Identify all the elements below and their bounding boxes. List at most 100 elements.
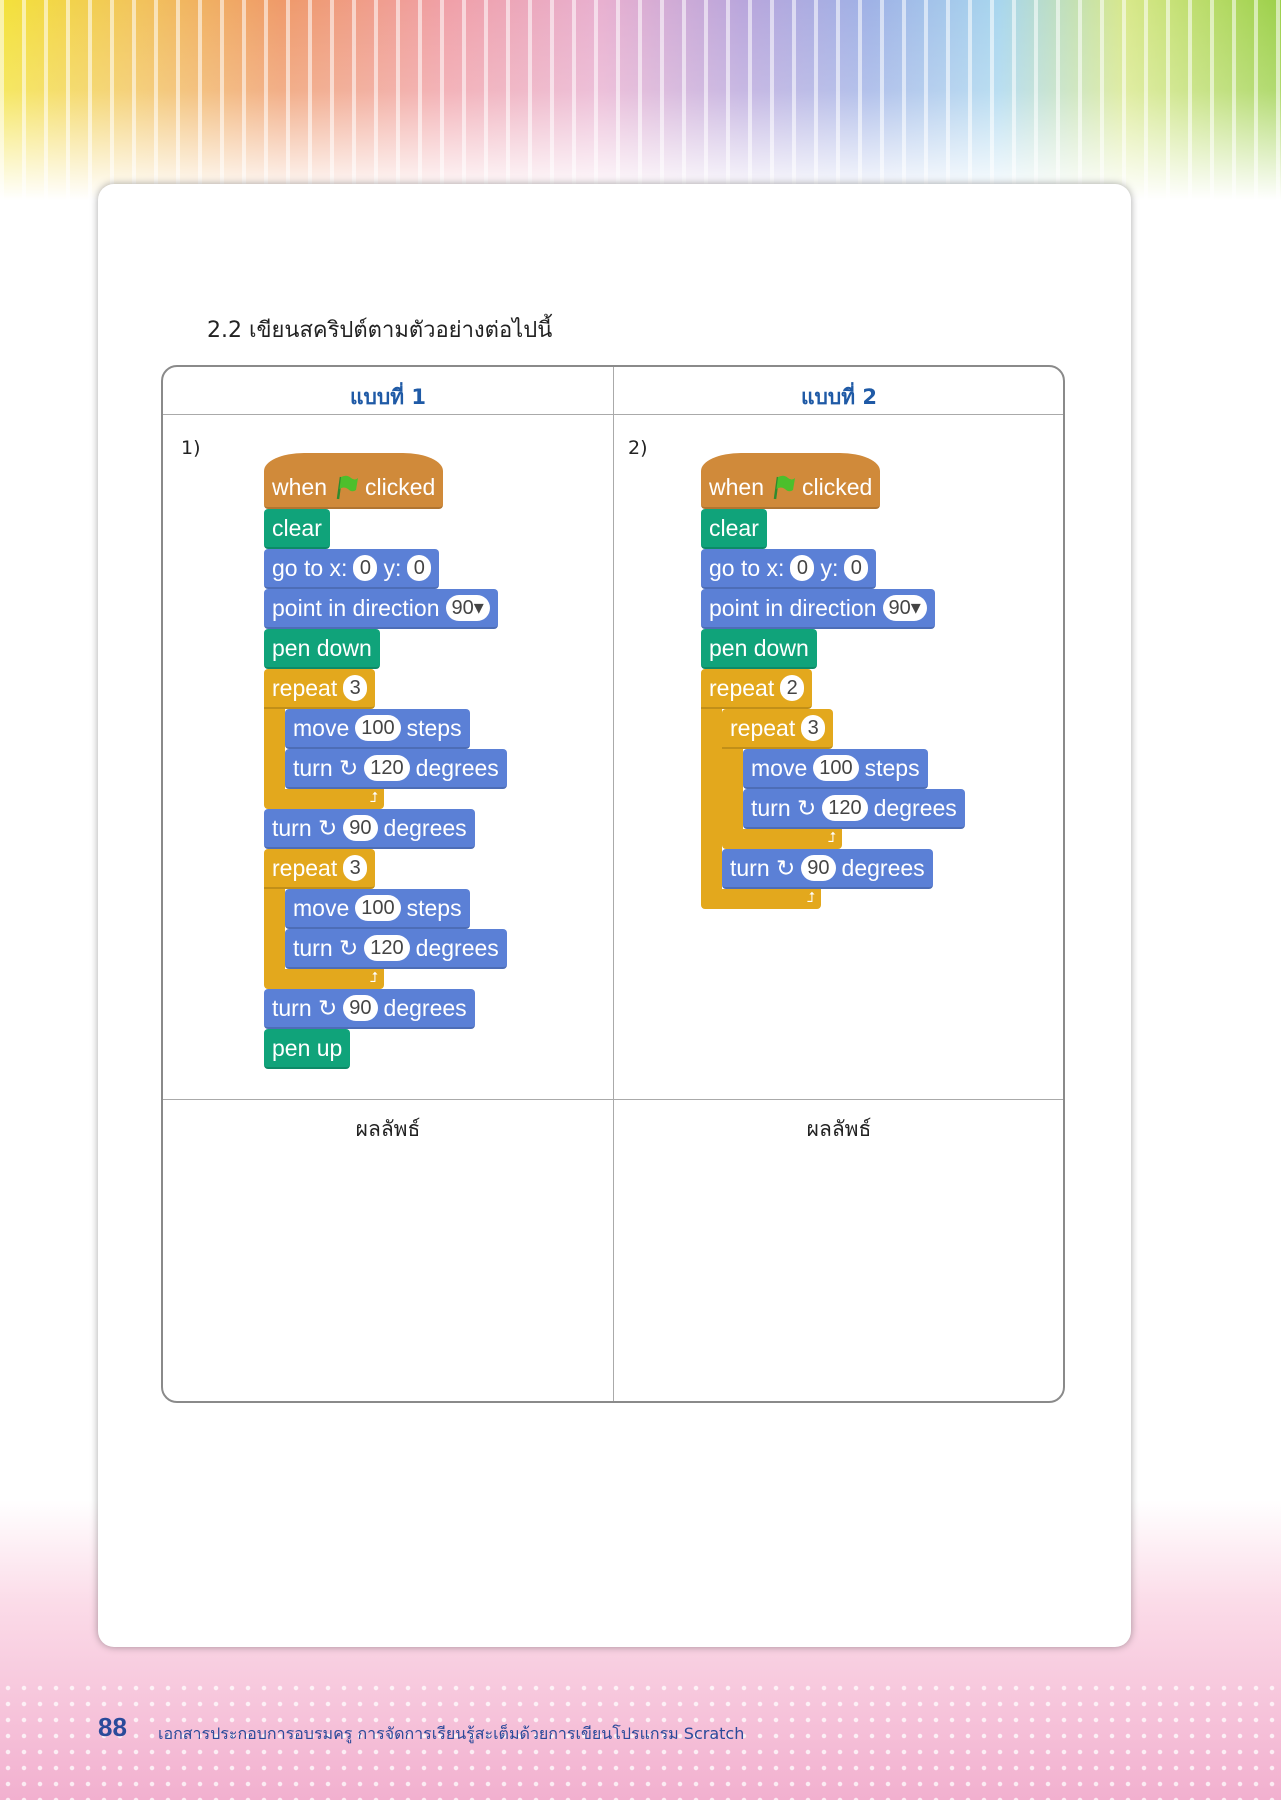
repeat-block: repeat 3 move 100 steps turn ↻ 120 degrees ⮥ (722, 709, 965, 849)
block-input: 3 (343, 675, 368, 701)
item-number: 2) (628, 437, 648, 459)
block-input: 90 (343, 815, 378, 841)
motion-block: move 100 steps (743, 749, 928, 789)
motion-block: go to x: 0 y: 0 (264, 549, 440, 589)
block-input: 90 (343, 995, 378, 1021)
block-label: turn ↻ (293, 934, 359, 961)
block-label: steps (406, 894, 462, 921)
block-label: point in direction (272, 594, 440, 621)
repeat-arm (264, 709, 285, 789)
repeat-end: ⮥ (722, 829, 842, 849)
block-label: point in direction (709, 594, 877, 621)
block-input: 90 (801, 855, 836, 881)
block-label: y: (383, 554, 402, 581)
motion-block: point in direction 90▾ (264, 589, 498, 629)
pen-block: clear (264, 509, 330, 549)
block-input: 0 (353, 555, 378, 581)
block-label: go to x: (272, 554, 348, 581)
control-block: repeat 3 (722, 709, 834, 749)
block-input: 120 (364, 755, 410, 781)
control-block: repeat 2 (701, 669, 813, 709)
block-label: turn ↻ (272, 994, 338, 1021)
repeat-body: move 100 steps turn ↻ 120 degrees (722, 749, 965, 829)
block-input: 3 (801, 715, 826, 741)
repeat-inner: move 100 steps turn ↻ 120 degrees (285, 889, 507, 969)
column-header-1: แบบที่ 1 (350, 385, 426, 409)
block-label: degrees (383, 994, 467, 1021)
block-input: 120 (822, 795, 868, 821)
repeat-block: repeat 3 move 100 steps turn ↻ 120 degrees ⮥ (264, 669, 507, 809)
control-block: repeat 3 (264, 849, 376, 889)
block-label: y: (820, 554, 839, 581)
motion-block: go to x: 0 y: 0 (701, 549, 877, 589)
block-label: turn ↻ (751, 794, 817, 821)
pen-block: pen down (264, 629, 380, 669)
motion-block: turn ↻ 120 degrees (285, 929, 507, 969)
repeat-inner: move 100 steps turn ↻ 120 degrees (285, 709, 507, 789)
block-label: pen down (709, 634, 809, 661)
repeat-end: ⮥ (264, 969, 384, 989)
block-label: pen up (272, 1034, 343, 1061)
repeat-block: repeat 2 repeat 3 move 100 steps turn ↻ 120 degre… (701, 669, 965, 909)
block-input: 0 (844, 555, 869, 581)
repeat-end: ⮥ (264, 789, 384, 809)
block-label: degrees (383, 814, 467, 841)
repeat-arm (701, 709, 722, 889)
repeat-block: repeat 3 move 100 steps turn ↻ 120 degrees ⮥ (264, 849, 507, 989)
result-label: ผลลัพธ์ (806, 1117, 872, 1141)
block-label: repeat (272, 854, 338, 881)
script-1: when clicked clear go to x: 0 y: 0 point in dir… (264, 453, 507, 1069)
script-2: when clicked clear go to x: 0 y: 0 point in dir… (701, 453, 965, 909)
motion-block: turn ↻ 120 degrees (743, 789, 965, 829)
events-block: when clicked (701, 453, 881, 509)
exercise-heading: 2.2 เขียนสคริปต์ตามตัวอย่างต่อไปนี้ (207, 318, 553, 343)
repeat-body: move 100 steps turn ↻ 120 degrees (264, 709, 507, 789)
pen-block: clear (701, 509, 767, 549)
block-label: degrees (841, 854, 925, 881)
block-label: degrees (873, 794, 957, 821)
block-label: repeat (730, 714, 796, 741)
pen-block: pen down (701, 629, 817, 669)
repeat-arm (722, 749, 743, 829)
motion-block: turn ↻ 120 degrees (285, 749, 507, 789)
repeat-arm (264, 889, 285, 969)
block-label: steps (864, 754, 920, 781)
exercise-table: แบบที่ 1 แบบที่ 2 1) 2) ผลลัพธ์ ผลลัพธ์ … (161, 365, 1065, 1403)
block-label: repeat (272, 674, 338, 701)
motion-block: turn ↻ 90 degrees (722, 849, 933, 889)
block-input: 120 (364, 935, 410, 961)
repeat-body: repeat 3 move 100 steps turn ↻ 120 degrees ⮥ turn… (701, 709, 965, 889)
block-label: repeat (709, 674, 775, 701)
block-label: move (293, 894, 350, 921)
block-label: degrees (415, 754, 499, 781)
result-label: ผลลัพธ์ (355, 1117, 421, 1141)
page-number: 88 (98, 1712, 127, 1742)
block-input: 90▾ (882, 595, 927, 621)
block-input: 100 (813, 755, 859, 781)
pen-block: pen up (264, 1029, 351, 1069)
block-label: move (751, 754, 808, 781)
block-input: 100 (355, 715, 401, 741)
block-input: 3 (343, 855, 368, 881)
block-label: move (293, 714, 350, 741)
green-flag-icon (333, 474, 359, 500)
block-label: steps (406, 714, 462, 741)
motion-block: turn ↻ 90 degrees (264, 809, 475, 849)
motion-block: point in direction 90▾ (701, 589, 935, 629)
block-input: 0 (407, 555, 432, 581)
repeat-inner: move 100 steps turn ↻ 120 degrees (743, 749, 965, 829)
block-label: when (272, 473, 327, 500)
motion-block: turn ↻ 90 degrees (264, 989, 475, 1029)
footer-text: เอกสารประกอบการอบรมครู การจัดการเรียนรู้… (158, 1724, 745, 1743)
block-input: 100 (355, 895, 401, 921)
block-label: turn ↻ (293, 754, 359, 781)
block-label: go to x: (709, 554, 785, 581)
block-label: degrees (415, 934, 499, 961)
block-input: 0 (790, 555, 815, 581)
motion-block: move 100 steps (285, 889, 470, 929)
block-label: clear (272, 514, 322, 541)
events-block: when clicked (264, 453, 444, 509)
green-flag-icon (770, 474, 796, 500)
block-label: when (709, 473, 764, 500)
block-label: clicked (801, 473, 873, 500)
